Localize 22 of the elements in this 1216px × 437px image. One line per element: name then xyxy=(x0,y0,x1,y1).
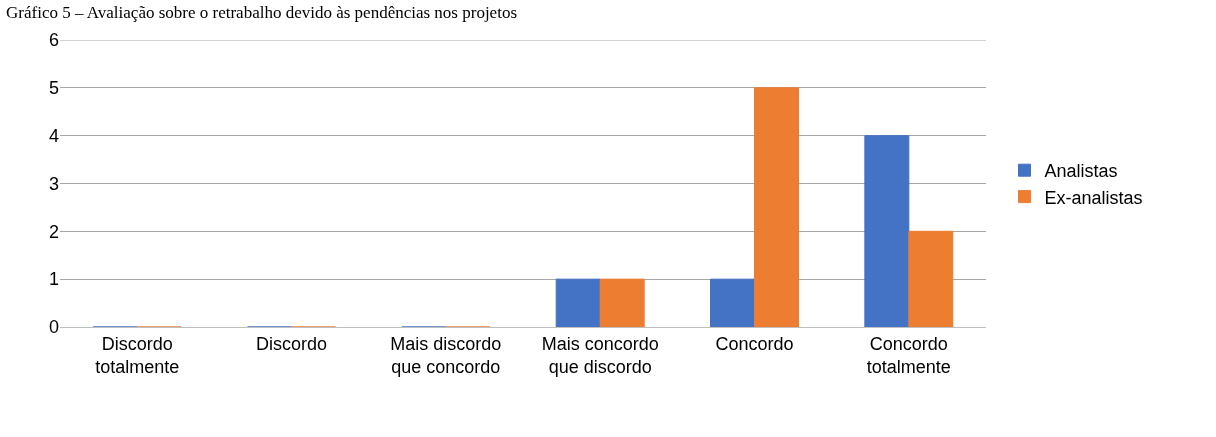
y-tick-label: 1 xyxy=(48,269,59,290)
bar xyxy=(555,278,601,327)
x-tick-label: Concordo totalmente xyxy=(866,333,951,377)
bar xyxy=(864,135,910,327)
x-tick-label: Mais discordo que concordo xyxy=(390,333,502,377)
legend-label: Ex-analistas xyxy=(1044,187,1143,208)
bar xyxy=(754,87,799,327)
x-tick-label: Discordo xyxy=(255,333,328,354)
y-tick-label: 3 xyxy=(48,173,59,194)
bar xyxy=(599,278,645,327)
bar xyxy=(908,230,954,327)
y-tick-label: 4 xyxy=(48,125,59,146)
y-tick-label: 5 xyxy=(48,78,59,99)
chart-title: Gráfico 5 – Avaliação sobre o retrabalho devido às pendências nos projetos xyxy=(6,3,518,23)
y-tick-label: 6 xyxy=(48,30,59,51)
legend-label: Analistas xyxy=(1044,161,1118,182)
y-tick-label: 0 xyxy=(48,317,59,338)
x-tick-label: Mais concordo que discordo xyxy=(541,333,659,377)
bar xyxy=(710,278,755,327)
x-tick-label: Concordo xyxy=(715,333,794,354)
x-tick-label: Discordo totalmente xyxy=(95,333,180,377)
y-tick-label: 2 xyxy=(48,221,59,242)
